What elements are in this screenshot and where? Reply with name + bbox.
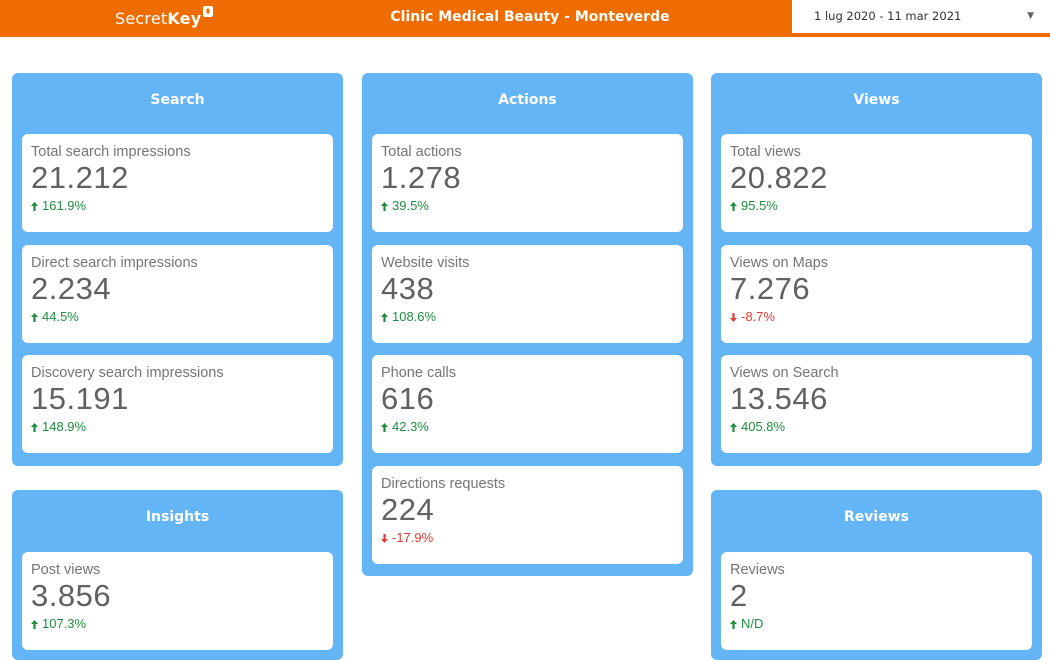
stat-value: 20.822 (730, 160, 828, 195)
stat-value: 13.546 (730, 381, 828, 416)
stat-label: Website visits (381, 255, 470, 271)
delta-text: 405.8% (741, 419, 786, 434)
stat-label: Direct search impressions (31, 255, 198, 271)
delta-text: -8.7% (741, 309, 775, 324)
stat-value: 7.276 (730, 271, 811, 306)
delta-text: -17.9% (392, 530, 434, 545)
views-panel: Views Total views 20.822 95.5% Views on … (711, 73, 1042, 466)
arrow-up-icon (31, 620, 38, 629)
stat-label: Discovery search impressions (31, 365, 224, 381)
stat-value: 616 (381, 381, 435, 416)
arrow-up-icon (730, 423, 737, 432)
stat-card-post-views: Post views 3.856 107.3% (22, 552, 333, 650)
stat-delta: 42.3% (381, 419, 683, 435)
stat-label: Reviews (730, 562, 785, 578)
top-bar: SecretKey Clinic Medical Beauty - Montev… (0, 0, 1050, 37)
date-range-text: 1 lug 2020 - 11 mar 2021 (814, 9, 962, 23)
lock-icon (202, 2, 214, 17)
logo-text-bold: Key (167, 9, 202, 28)
arrow-down-icon (381, 534, 388, 543)
stat-label: Views on Search (730, 365, 839, 381)
stat-value: 1.278 (381, 160, 462, 195)
actions-panel: Actions Total actions 1.278 39.5% Websit… (362, 73, 693, 576)
stat-card-phone-calls: Phone calls 616 42.3% (372, 355, 683, 453)
arrow-up-icon (730, 202, 737, 211)
stat-delta: 44.5% (31, 309, 333, 325)
stat-delta: -17.9% (381, 530, 683, 546)
delta-text: 39.5% (392, 198, 429, 213)
search-panel: Search Total search impressions 21.212 1… (12, 73, 343, 466)
stat-card-views-on-maps: Views on Maps 7.276 -8.7% (721, 245, 1032, 343)
clinic-title: Clinic Medical Beauty - Monteverde (390, 9, 670, 25)
secretkey-logo[interactable]: SecretKey (115, 6, 214, 28)
delta-text: 44.5% (42, 309, 79, 324)
arrow-down-icon (730, 313, 737, 322)
stat-delta: 148.9% (31, 419, 333, 435)
panel-title: Views (853, 92, 900, 108)
stat-card-total-actions: Total actions 1.278 39.5% (372, 134, 683, 232)
stat-delta: 39.5% (381, 198, 683, 214)
delta-text: 108.6% (392, 309, 437, 324)
stat-value: 438 (381, 271, 435, 306)
chevron-down-icon[interactable]: ▼ (1027, 11, 1034, 21)
delta-text: N/D (741, 616, 764, 631)
stat-label: Views on Maps (730, 255, 829, 271)
arrow-up-icon (31, 423, 38, 432)
stat-delta: 161.9% (31, 198, 333, 214)
reviews-panel: Reviews Reviews 2 N/D (711, 490, 1042, 660)
panel-title: Search (150, 92, 205, 108)
delta-text: 107.3% (42, 616, 87, 631)
stat-delta: 95.5% (730, 198, 1032, 214)
delta-text: 95.5% (741, 198, 778, 213)
stat-label: Phone calls (381, 365, 456, 381)
arrow-up-icon (381, 202, 388, 211)
stat-value: 21.212 (31, 160, 129, 195)
stat-card-website-visits: Website visits 438 108.6% (372, 245, 683, 343)
stat-label: Total views (730, 144, 801, 160)
panel-title: Insights (145, 509, 210, 525)
insights-panel: Insights Post views 3.856 107.3% (12, 490, 343, 660)
stat-delta: N/D (730, 616, 1032, 632)
stat-card-directions-requests: Directions requests 224 -17.9% (372, 466, 683, 564)
stat-value: 224 (381, 492, 435, 527)
stat-value: 2 (730, 578, 748, 613)
arrow-up-icon (730, 620, 737, 629)
delta-text: 42.3% (392, 419, 429, 434)
arrow-up-icon (31, 202, 38, 211)
stat-delta: 107.3% (31, 616, 333, 632)
date-range-selector[interactable]: 1 lug 2020 - 11 mar 2021 ▼ (792, 0, 1050, 33)
stat-card-reviews: Reviews 2 N/D (721, 552, 1032, 650)
arrow-up-icon (381, 313, 388, 322)
stat-card-discovery-search-impressions: Discovery search impressions 15.191 148.… (22, 355, 333, 453)
stat-label: Total actions (381, 144, 462, 160)
stat-delta: -8.7% (730, 309, 1032, 325)
stat-card-total-search-impressions: Total search impressions 21.212 161.9% (22, 134, 333, 232)
stat-value: 3.856 (31, 578, 112, 613)
stat-card-total-views: Total views 20.822 95.5% (721, 134, 1032, 232)
arrow-up-icon (31, 313, 38, 322)
stat-delta: 108.6% (381, 309, 683, 325)
stat-card-views-on-search: Views on Search 13.546 405.8% (721, 355, 1032, 453)
panel-title: Reviews (844, 509, 909, 525)
stat-card-direct-search-impressions: Direct search impressions 2.234 44.5% (22, 245, 333, 343)
delta-text: 161.9% (42, 198, 87, 213)
stat-value: 2.234 (31, 271, 112, 306)
stat-label: Total search impressions (31, 144, 191, 160)
logo-text-light: Secret (115, 9, 168, 28)
panel-title: Actions (498, 92, 557, 108)
stat-label: Post views (31, 562, 101, 578)
stat-value: 15.191 (31, 381, 129, 416)
stat-delta: 405.8% (730, 419, 1032, 435)
delta-text: 148.9% (42, 419, 87, 434)
arrow-up-icon (381, 423, 388, 432)
stat-label: Directions requests (381, 476, 506, 492)
